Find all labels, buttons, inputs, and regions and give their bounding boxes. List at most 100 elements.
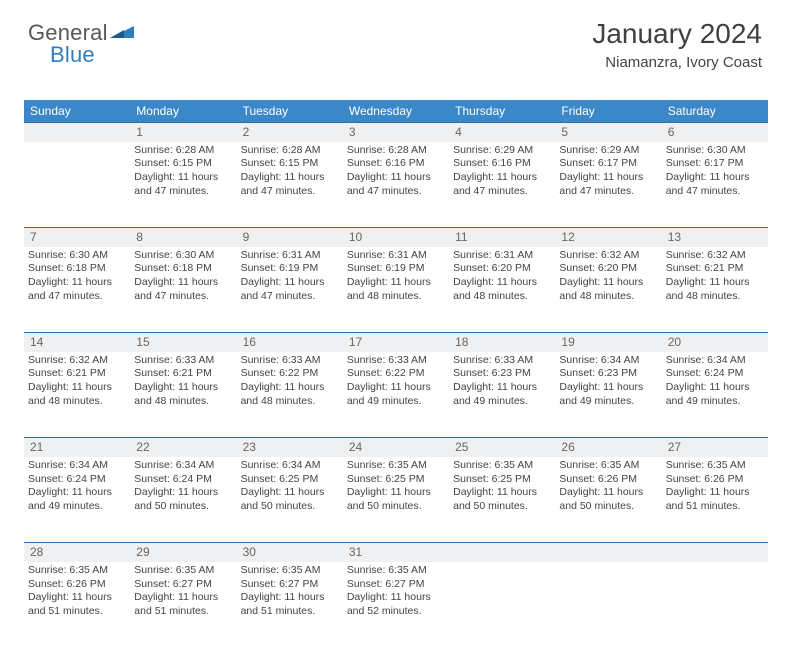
day-cell: Sunrise: 6:33 AMSunset: 6:22 PMDaylight:…: [237, 352, 343, 438]
day-cell: Sunrise: 6:28 AMSunset: 6:15 PMDaylight:…: [237, 142, 343, 228]
day-cell: Sunrise: 6:33 AMSunset: 6:22 PMDaylight:…: [343, 352, 449, 438]
day-line: Sunrise: 6:34 AM: [134, 459, 232, 473]
day-line: and 48 minutes.: [134, 395, 232, 409]
day-line: and 49 minutes.: [666, 395, 764, 409]
day-line: and 48 minutes.: [666, 290, 764, 304]
day-line: Daylight: 11 hours: [666, 171, 764, 185]
day-line: Sunset: 6:25 PM: [241, 473, 339, 487]
day-line: and 47 minutes.: [666, 185, 764, 199]
day-content-row: Sunrise: 6:30 AMSunset: 6:18 PMDaylight:…: [24, 247, 768, 333]
day-number: 12: [555, 228, 661, 247]
day-line: Sunset: 6:21 PM: [134, 367, 232, 381]
day-cell: Sunrise: 6:31 AMSunset: 6:19 PMDaylight:…: [343, 247, 449, 333]
day-line: Sunset: 6:18 PM: [28, 262, 126, 276]
day-line: Sunrise: 6:35 AM: [28, 564, 126, 578]
day-number: [449, 543, 555, 562]
day-line: and 49 minutes.: [347, 395, 445, 409]
day-line: Daylight: 11 hours: [134, 486, 232, 500]
day-line: Sunrise: 6:34 AM: [559, 354, 657, 368]
day-line: and 50 minutes.: [134, 500, 232, 514]
day-line: Daylight: 11 hours: [453, 486, 551, 500]
day-line: Daylight: 11 hours: [559, 486, 657, 500]
day-number: [555, 543, 661, 562]
day-line: Sunrise: 6:35 AM: [666, 459, 764, 473]
day-cell: Sunrise: 6:34 AMSunset: 6:24 PMDaylight:…: [130, 457, 236, 543]
day-line: and 48 minutes.: [241, 395, 339, 409]
day-cell: Sunrise: 6:28 AMSunset: 6:15 PMDaylight:…: [130, 142, 236, 228]
day-line: Sunset: 6:23 PM: [453, 367, 551, 381]
day-number: 25: [449, 438, 555, 457]
day-number: 8: [130, 228, 236, 247]
day-line: Sunrise: 6:30 AM: [28, 249, 126, 263]
day-line: Daylight: 11 hours: [241, 591, 339, 605]
day-line: Daylight: 11 hours: [241, 276, 339, 290]
day-line: and 50 minutes.: [241, 500, 339, 514]
day-line: and 47 minutes.: [241, 290, 339, 304]
day-cell: Sunrise: 6:31 AMSunset: 6:19 PMDaylight:…: [237, 247, 343, 333]
day-line: Sunrise: 6:35 AM: [134, 564, 232, 578]
day-line: Sunset: 6:15 PM: [134, 157, 232, 171]
day-number: 9: [237, 228, 343, 247]
day-number-row: 14151617181920: [24, 333, 768, 352]
weekday-header: Tuesday: [237, 100, 343, 123]
day-line: Daylight: 11 hours: [134, 381, 232, 395]
day-line: Daylight: 11 hours: [28, 486, 126, 500]
day-number: 18: [449, 333, 555, 352]
logo: General Blue: [28, 20, 136, 68]
day-number: 20: [662, 333, 768, 352]
day-line: and 47 minutes.: [134, 185, 232, 199]
day-number-row: 78910111213: [24, 228, 768, 247]
day-line: Sunrise: 6:33 AM: [134, 354, 232, 368]
day-line: Sunrise: 6:30 AM: [134, 249, 232, 263]
day-cell: Sunrise: 6:32 AMSunset: 6:21 PMDaylight:…: [24, 352, 130, 438]
day-number: 21: [24, 438, 130, 457]
weekday-header-row: Sunday Monday Tuesday Wednesday Thursday…: [24, 100, 768, 123]
day-line: Daylight: 11 hours: [453, 381, 551, 395]
day-cell: [24, 142, 130, 228]
day-line: Sunset: 6:26 PM: [559, 473, 657, 487]
day-cell: Sunrise: 6:35 AMSunset: 6:27 PMDaylight:…: [130, 562, 236, 648]
day-line: Sunrise: 6:32 AM: [559, 249, 657, 263]
day-line: Sunrise: 6:34 AM: [28, 459, 126, 473]
day-line: Sunset: 6:22 PM: [347, 367, 445, 381]
day-number: 30: [237, 543, 343, 562]
day-line: Sunset: 6:24 PM: [28, 473, 126, 487]
day-line: Sunset: 6:19 PM: [241, 262, 339, 276]
day-line: Daylight: 11 hours: [134, 276, 232, 290]
day-line: Sunset: 6:24 PM: [666, 367, 764, 381]
weekday-header: Wednesday: [343, 100, 449, 123]
day-line: Daylight: 11 hours: [559, 171, 657, 185]
day-cell: [449, 562, 555, 648]
day-line: Sunrise: 6:29 AM: [559, 144, 657, 158]
day-number: 24: [343, 438, 449, 457]
day-line: Daylight: 11 hours: [453, 276, 551, 290]
day-line: Sunrise: 6:28 AM: [347, 144, 445, 158]
day-cell: Sunrise: 6:32 AMSunset: 6:21 PMDaylight:…: [662, 247, 768, 333]
day-number-row: 28293031: [24, 543, 768, 562]
page-header: January 2024 Niamanzra, Ivory Coast: [592, 18, 762, 71]
day-line: Daylight: 11 hours: [134, 591, 232, 605]
day-number: 13: [662, 228, 768, 247]
day-number: 29: [130, 543, 236, 562]
day-number: 11: [449, 228, 555, 247]
day-cell: Sunrise: 6:30 AMSunset: 6:18 PMDaylight:…: [24, 247, 130, 333]
day-cell: Sunrise: 6:35 AMSunset: 6:27 PMDaylight:…: [343, 562, 449, 648]
day-line: Sunset: 6:27 PM: [347, 578, 445, 592]
day-line: and 48 minutes.: [347, 290, 445, 304]
day-line: Sunrise: 6:33 AM: [241, 354, 339, 368]
day-line: and 47 minutes.: [28, 290, 126, 304]
day-number: 15: [130, 333, 236, 352]
day-cell: Sunrise: 6:29 AMSunset: 6:17 PMDaylight:…: [555, 142, 661, 228]
day-line: and 49 minutes.: [28, 500, 126, 514]
day-content-row: Sunrise: 6:35 AMSunset: 6:26 PMDaylight:…: [24, 562, 768, 648]
day-line: Sunrise: 6:33 AM: [453, 354, 551, 368]
day-line: Daylight: 11 hours: [347, 171, 445, 185]
day-line: Sunrise: 6:35 AM: [347, 459, 445, 473]
day-line: and 48 minutes.: [453, 290, 551, 304]
day-cell: Sunrise: 6:29 AMSunset: 6:16 PMDaylight:…: [449, 142, 555, 228]
day-cell: Sunrise: 6:35 AMSunset: 6:25 PMDaylight:…: [449, 457, 555, 543]
day-line: Sunrise: 6:31 AM: [241, 249, 339, 263]
day-cell: Sunrise: 6:35 AMSunset: 6:26 PMDaylight:…: [24, 562, 130, 648]
day-line: Daylight: 11 hours: [559, 381, 657, 395]
day-line: Sunset: 6:23 PM: [559, 367, 657, 381]
